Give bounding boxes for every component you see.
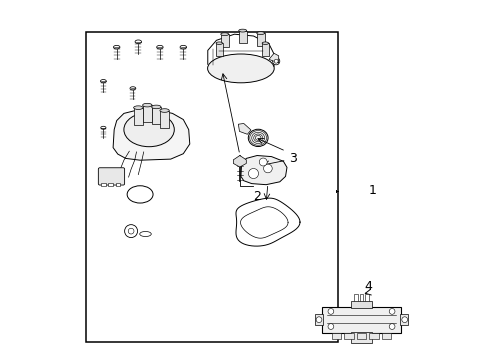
Circle shape bbox=[401, 317, 407, 323]
Ellipse shape bbox=[140, 231, 151, 237]
Text: 3: 3 bbox=[288, 152, 296, 165]
Bar bbox=[368, 333, 378, 339]
Ellipse shape bbox=[130, 87, 136, 90]
Circle shape bbox=[274, 59, 278, 63]
Bar bbox=[101, 183, 105, 186]
Bar bbox=[216, 43, 222, 56]
Bar bbox=[160, 111, 169, 128]
Ellipse shape bbox=[135, 40, 141, 44]
Bar bbox=[351, 332, 371, 343]
Bar bbox=[381, 333, 390, 339]
Ellipse shape bbox=[256, 32, 264, 35]
Circle shape bbox=[388, 324, 394, 329]
Polygon shape bbox=[238, 123, 250, 134]
Bar bbox=[133, 108, 142, 125]
Polygon shape bbox=[233, 156, 246, 167]
Ellipse shape bbox=[180, 45, 186, 49]
Bar bbox=[344, 333, 353, 339]
Ellipse shape bbox=[156, 45, 163, 49]
Polygon shape bbox=[268, 53, 278, 63]
Ellipse shape bbox=[133, 106, 142, 109]
Bar bbox=[356, 333, 366, 339]
Ellipse shape bbox=[142, 103, 152, 107]
Bar bbox=[351, 301, 371, 308]
Bar bbox=[86, 32, 337, 342]
Ellipse shape bbox=[238, 29, 246, 32]
Bar bbox=[314, 314, 322, 325]
Circle shape bbox=[128, 228, 134, 234]
Polygon shape bbox=[241, 156, 286, 185]
Circle shape bbox=[248, 168, 258, 179]
Ellipse shape bbox=[127, 186, 153, 203]
Ellipse shape bbox=[248, 129, 267, 147]
Bar bbox=[262, 43, 268, 56]
Ellipse shape bbox=[123, 112, 174, 147]
Bar bbox=[220, 34, 228, 47]
Text: 4: 4 bbox=[364, 280, 372, 293]
Bar bbox=[365, 294, 368, 301]
Bar bbox=[321, 307, 400, 333]
Bar bbox=[238, 31, 246, 43]
Ellipse shape bbox=[160, 109, 169, 112]
Circle shape bbox=[327, 309, 333, 314]
Circle shape bbox=[316, 317, 321, 323]
Bar bbox=[142, 105, 152, 122]
Bar bbox=[115, 183, 120, 186]
Ellipse shape bbox=[220, 33, 228, 36]
Ellipse shape bbox=[216, 42, 222, 45]
Circle shape bbox=[388, 309, 394, 314]
Polygon shape bbox=[113, 110, 189, 160]
Circle shape bbox=[263, 164, 272, 173]
Bar bbox=[108, 183, 113, 186]
Circle shape bbox=[259, 158, 266, 166]
FancyBboxPatch shape bbox=[98, 168, 124, 185]
Circle shape bbox=[327, 324, 333, 329]
Ellipse shape bbox=[113, 45, 120, 49]
Text: 2: 2 bbox=[253, 190, 261, 203]
Circle shape bbox=[272, 58, 279, 65]
Ellipse shape bbox=[100, 80, 106, 83]
Ellipse shape bbox=[207, 54, 274, 83]
Bar bbox=[151, 107, 161, 124]
Bar bbox=[256, 33, 264, 46]
Circle shape bbox=[124, 225, 137, 238]
Bar bbox=[331, 333, 340, 339]
Text: 1: 1 bbox=[367, 184, 375, 197]
Bar bbox=[400, 314, 407, 325]
Ellipse shape bbox=[262, 42, 268, 45]
Ellipse shape bbox=[101, 126, 106, 129]
Ellipse shape bbox=[151, 105, 161, 109]
Bar bbox=[359, 294, 363, 301]
Bar bbox=[353, 294, 357, 301]
